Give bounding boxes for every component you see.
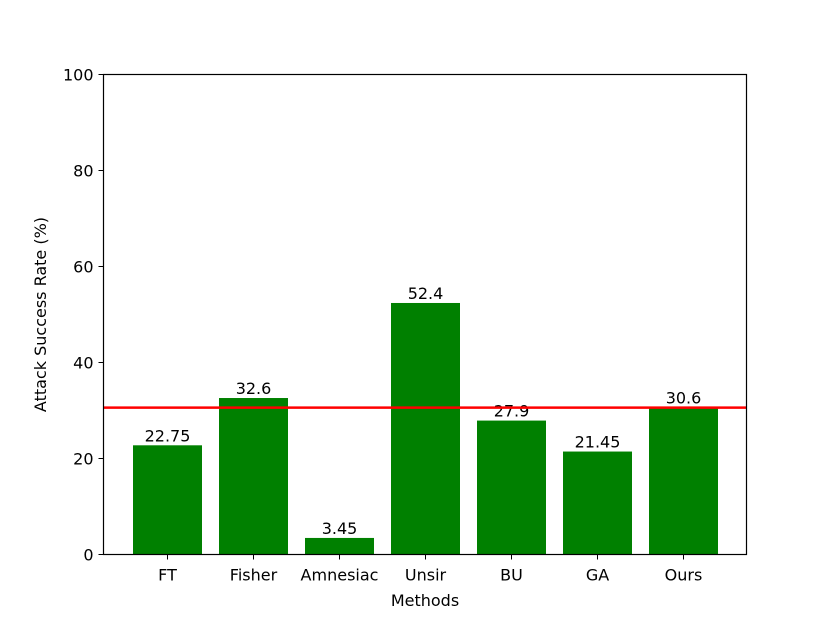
x-tick-label: GA (586, 566, 609, 585)
x-axis-ticks: FT Fisher Amnesiac Unsir BU GA Ours (158, 554, 703, 585)
bar-amnesiac (305, 537, 374, 555)
x-tick-label: FT (158, 566, 177, 585)
bar-value-label: 3.45 (322, 519, 358, 538)
x-tick-label: Ours (665, 566, 703, 585)
y-tick-label: 100 (63, 66, 94, 85)
y-tick-label: 0 (83, 546, 93, 565)
x-tick-label: Unsir (405, 566, 447, 585)
plot-frame (102, 73, 748, 556)
x-tick-label: Amnesiac (301, 566, 379, 585)
bar-value-label: 52.4 (408, 284, 444, 303)
bar-value-label: 21.45 (575, 433, 621, 452)
x-tick-label: Fisher (230, 566, 278, 585)
x-axis-label: Methods (391, 591, 459, 610)
y-axis-ticks: 0 20 40 60 80 100 (63, 66, 104, 565)
bar-value-label: 22.75 (145, 426, 191, 445)
bar-fisher (219, 398, 288, 555)
y-tick-label: 60 (73, 258, 93, 277)
bar-value-label: 30.6 (666, 389, 702, 408)
y-tick-label: 20 (73, 450, 93, 469)
bars-layer (133, 302, 718, 555)
y-tick-label: 80 (73, 162, 93, 181)
y-axis-label: Attack Success Rate (%) (31, 217, 50, 412)
y-tick-label: 40 (73, 354, 93, 373)
bar-ft (133, 445, 202, 555)
x-tick-label: BU (500, 566, 523, 585)
bar-ours (649, 407, 718, 555)
bar-bu (477, 420, 546, 555)
bar-value-label: 27.9 (494, 402, 530, 421)
bar-value-label: 32.6 (236, 379, 272, 398)
bar-value-labels: 22.75 32.6 3.45 52.4 27.9 21.45 30.6 (145, 284, 702, 538)
bar-ga (563, 451, 632, 555)
bar-unsir (391, 302, 460, 555)
